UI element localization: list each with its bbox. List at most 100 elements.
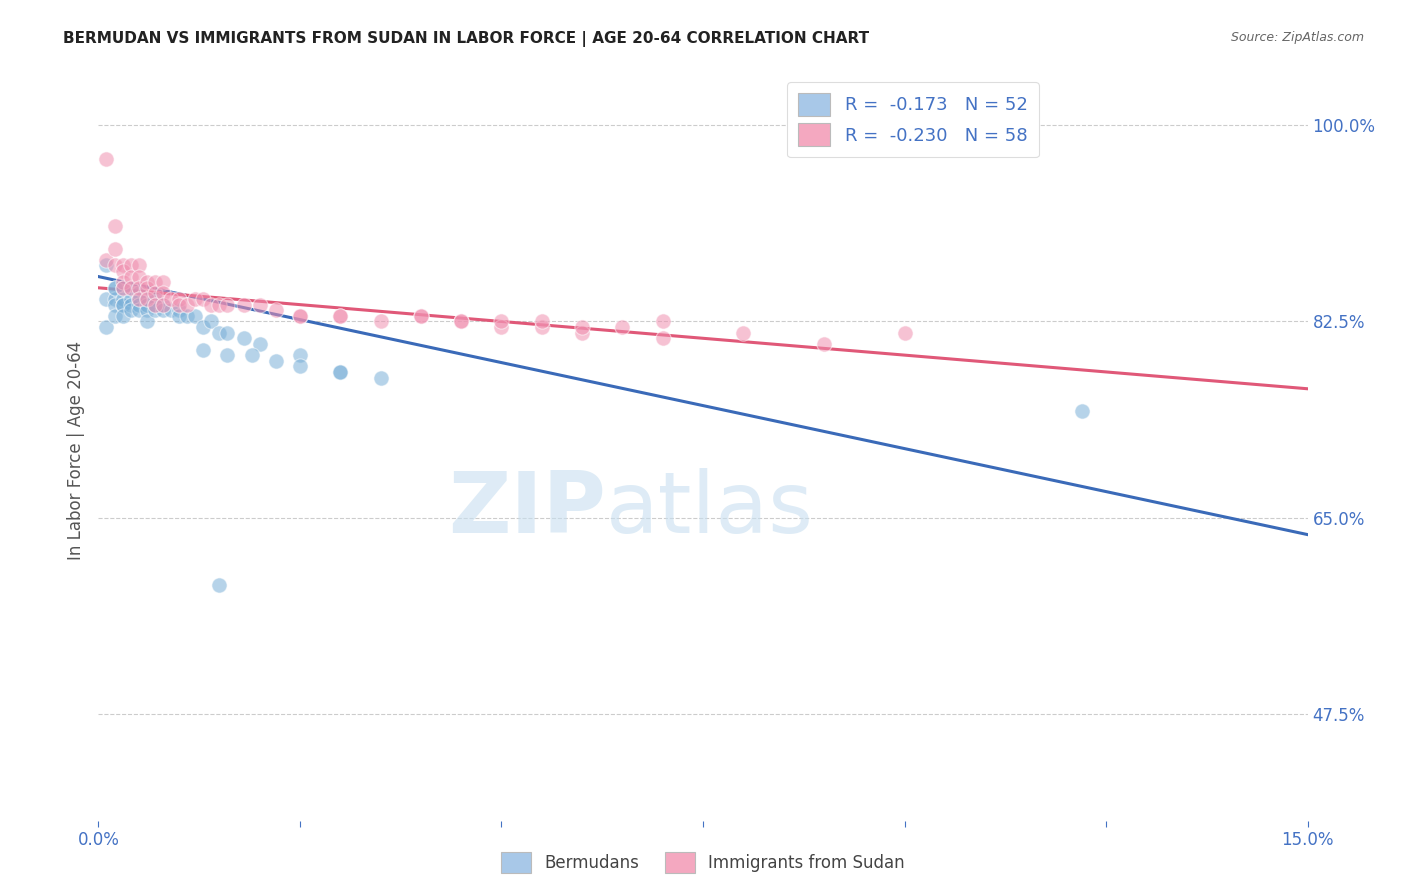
Point [152, 303, 174, 318]
Point [176, 298, 198, 312]
Point [329, 365, 352, 379]
Point [893, 326, 915, 340]
Point [128, 292, 150, 306]
Point [208, 578, 231, 592]
Point [128, 292, 150, 306]
Point [128, 281, 150, 295]
Point [128, 298, 150, 312]
Point [143, 303, 166, 318]
Point [135, 298, 157, 312]
Point [200, 314, 222, 328]
Text: BERMUDAN VS IMMIGRANTS FROM SUDAN IN LABOR FORCE | AGE 20-64 CORRELATION CHART: BERMUDAN VS IMMIGRANTS FROM SUDAN IN LAB… [63, 31, 869, 47]
Point [571, 326, 593, 340]
Point [733, 326, 755, 340]
Point [208, 298, 231, 312]
Point [103, 309, 125, 323]
Point [193, 292, 215, 306]
Point [111, 298, 134, 312]
Text: ZIP: ZIP [449, 468, 606, 551]
Point [193, 343, 215, 357]
Point [329, 309, 352, 323]
Point [184, 309, 207, 323]
Point [128, 303, 150, 318]
Point [450, 314, 472, 328]
Point [120, 292, 142, 306]
Point [240, 348, 263, 362]
Point [120, 269, 142, 284]
Point [96, 252, 118, 267]
Point [103, 298, 125, 312]
Point [193, 320, 215, 334]
Point [329, 309, 352, 323]
Point [96, 152, 118, 166]
Point [120, 303, 142, 318]
Point [217, 348, 239, 362]
Point [813, 337, 835, 351]
Point [184, 292, 207, 306]
Legend: R =  -0.173   N = 52, R =  -0.230   N = 58: R = -0.173 N = 52, R = -0.230 N = 58 [787, 82, 1039, 157]
Point [135, 275, 157, 289]
Point [450, 314, 472, 328]
Point [232, 298, 254, 312]
Point [249, 298, 271, 312]
Point [135, 292, 157, 306]
Point [612, 320, 634, 334]
Point [160, 303, 183, 318]
Point [176, 309, 198, 323]
Point [491, 320, 513, 334]
Point [128, 286, 150, 301]
Point [264, 353, 287, 368]
Point [288, 348, 311, 362]
Point [288, 359, 311, 374]
Point [143, 286, 166, 301]
Point [160, 292, 183, 306]
Point [651, 331, 673, 345]
Point [120, 281, 142, 295]
Point [103, 281, 125, 295]
Point [135, 281, 157, 295]
Point [135, 314, 157, 328]
Point [111, 309, 134, 323]
Point [232, 331, 254, 345]
Point [571, 320, 593, 334]
Legend: Bermudans, Immigrants from Sudan: Bermudans, Immigrants from Sudan [495, 846, 911, 880]
Point [217, 326, 239, 340]
Point [491, 314, 513, 328]
Point [128, 259, 150, 273]
Point [370, 370, 392, 384]
Point [111, 264, 134, 278]
Point [167, 292, 190, 306]
Point [120, 259, 142, 273]
Point [128, 269, 150, 284]
Point [167, 309, 190, 323]
Point [264, 303, 287, 318]
Point [143, 298, 166, 312]
Text: atlas: atlas [606, 468, 814, 551]
Point [167, 303, 190, 318]
Point [96, 292, 118, 306]
Point [143, 275, 166, 289]
Point [530, 314, 553, 328]
Point [1070, 404, 1092, 418]
Point [96, 259, 118, 273]
Point [111, 298, 134, 312]
Point [96, 320, 118, 334]
Point [111, 281, 134, 295]
Point [103, 259, 125, 273]
Y-axis label: In Labor Force | Age 20-64: In Labor Force | Age 20-64 [66, 341, 84, 560]
Point [152, 298, 174, 312]
Point [103, 281, 125, 295]
Point [152, 275, 174, 289]
Point [152, 286, 174, 301]
Point [288, 309, 311, 323]
Point [370, 314, 392, 328]
Point [143, 298, 166, 312]
Point [120, 281, 142, 295]
Point [143, 292, 166, 306]
Point [111, 275, 134, 289]
Point [103, 292, 125, 306]
Point [103, 219, 125, 233]
Point [152, 298, 174, 312]
Point [217, 298, 239, 312]
Point [135, 292, 157, 306]
